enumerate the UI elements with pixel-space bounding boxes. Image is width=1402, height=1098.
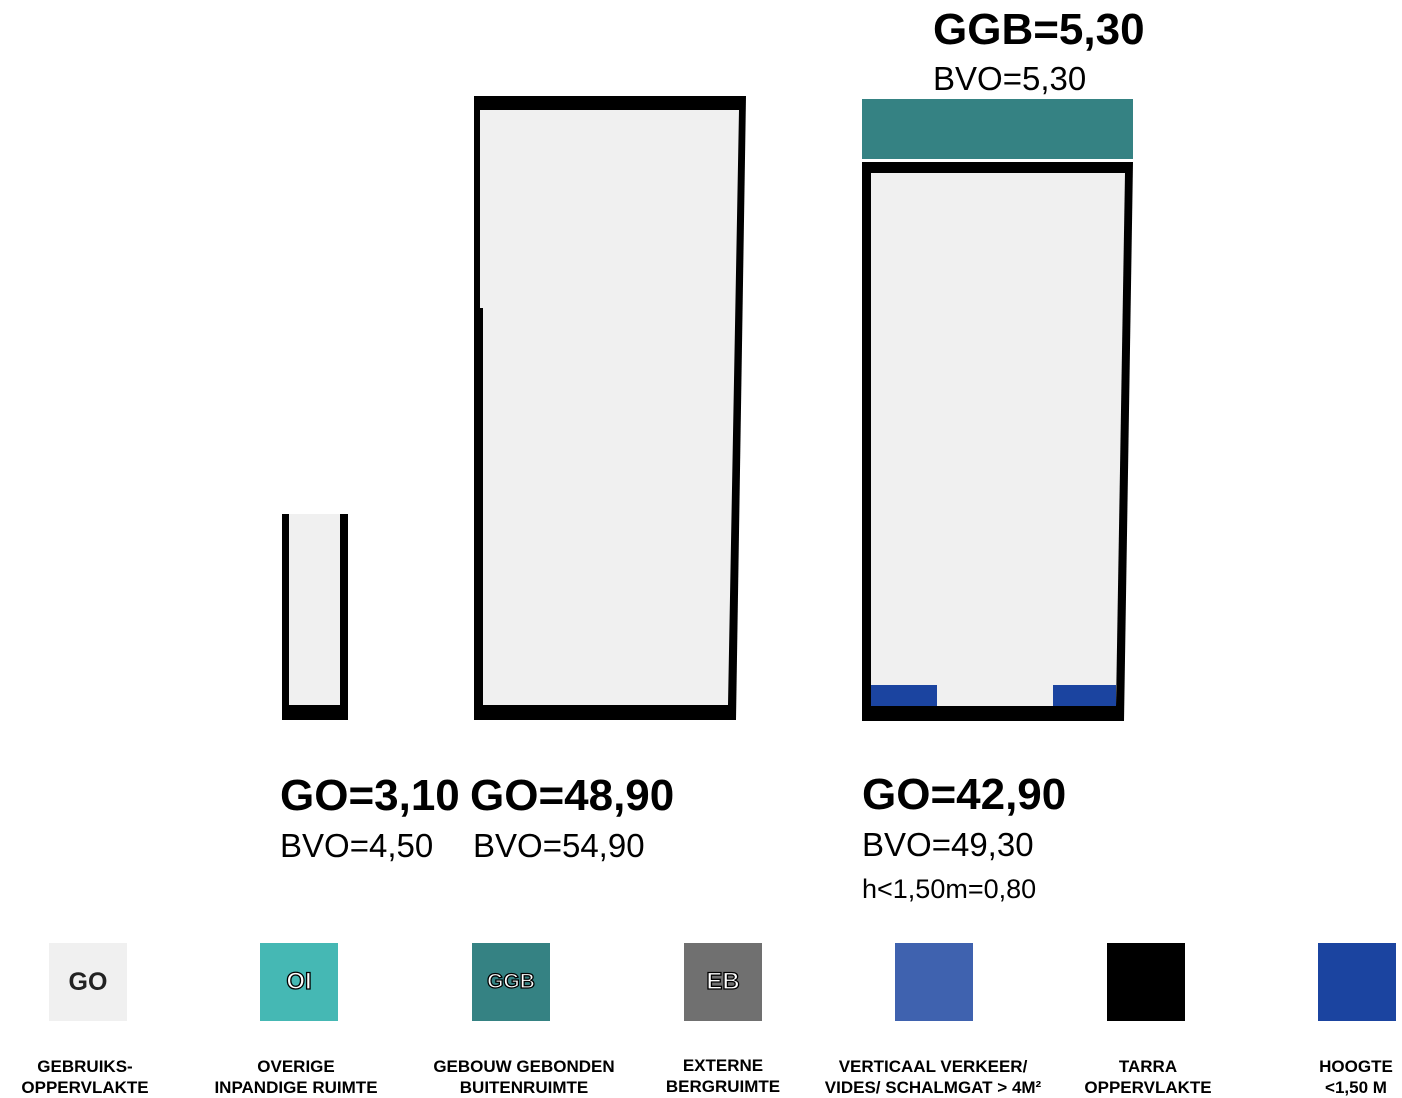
unit-3-go-area xyxy=(871,173,1125,706)
unit-3-ggb-balcony xyxy=(862,99,1133,159)
unit-1-bvo-label: BVO=4,50 xyxy=(280,827,434,864)
unit-3-low-height-label: h<1,50m=0,80 xyxy=(862,874,1037,904)
legend-hoogte-swatch xyxy=(1318,943,1396,1021)
unit-1-plan xyxy=(282,514,348,720)
unit-3-low-height-left xyxy=(871,685,937,706)
legend-go-swatch: GO xyxy=(49,943,127,1021)
legend-hoogte-line2: <1,50 M xyxy=(1325,1078,1387,1097)
unit-2-go-label: GO=48,90 xyxy=(470,771,675,820)
unit-3-low-height-right xyxy=(1053,685,1116,706)
legend-ggb-line1: GEBOUW GEBONDEN xyxy=(433,1057,615,1076)
legend-hoogte-line1: HOOGTE xyxy=(1319,1057,1393,1076)
legend-oi-swatch: OI xyxy=(260,943,338,1021)
legend-eb-swatch: EB xyxy=(684,943,762,1021)
unit-3-bvo-label: BVO=49,30 xyxy=(862,826,1034,863)
unit-2-go-area xyxy=(480,110,739,705)
legend-tarra-label: TARRA OPPERVLAKTE xyxy=(1018,1056,1278,1098)
legend-oi-line1: OVERIGE xyxy=(257,1057,335,1076)
legend-vv-line2: VIDES/ SCHALMGAT > 4M² xyxy=(824,1078,1042,1097)
legend-tarra-swatch xyxy=(1107,943,1185,1021)
unit-3-ggb-bvo-label: BVO=5,30 xyxy=(933,60,1087,97)
unit-3-go-label: GO=42,90 xyxy=(862,770,1067,819)
legend-vv-swatch xyxy=(895,943,973,1021)
legend-vv-line1: VERTICAAL VERKEER/ xyxy=(838,1057,1028,1076)
legend-eb-line2: BERGRUIMTE xyxy=(665,1077,781,1096)
legend-tarra-line2: OPPERVLAKTE xyxy=(1084,1078,1212,1097)
unit-1-go-area xyxy=(289,514,340,705)
unit-2-bvo-label: BVO=54,90 xyxy=(473,827,645,864)
unit-3-plan xyxy=(862,99,1133,721)
legend-ggb-label: GEBOUW GEBONDEN BUITENRUIMTE xyxy=(394,1056,654,1098)
legend-vv-label: VERTICAAL VERKEER/ VIDES/ SCHALMGAT > 4M… xyxy=(803,1056,1063,1098)
legend-ggb-line2: BUITENRUIMTE xyxy=(459,1078,589,1097)
legend-oi-label: OVERIGE INPANDIGE RUIMTE xyxy=(166,1056,426,1098)
legend-eb-label: EXTERNE BERGRUIMTE xyxy=(593,1055,853,1097)
legend-go-label: GEBRUIKS- OPPERVLAKTE xyxy=(0,1056,215,1098)
legend-tarra-line1: TARRA xyxy=(1118,1057,1178,1076)
unit-3-ggb-label: GGB=5,30 xyxy=(933,5,1145,54)
legend-go-line1: GEBRUIKS- xyxy=(37,1057,133,1076)
unit-1-go-label: GO=3,10 xyxy=(280,771,460,820)
unit-2-plan xyxy=(474,96,746,720)
legend-ggb-swatch: GGB xyxy=(472,943,550,1021)
legend-hoogte-label: HOOGTE <1,50 M xyxy=(1226,1056,1402,1098)
legend-oi-line2: INPANDIGE RUIMTE xyxy=(214,1078,378,1097)
legend-eb-line1: EXTERNE xyxy=(682,1056,764,1075)
legend-go-line2: OPPERVLAKTE xyxy=(21,1078,149,1097)
